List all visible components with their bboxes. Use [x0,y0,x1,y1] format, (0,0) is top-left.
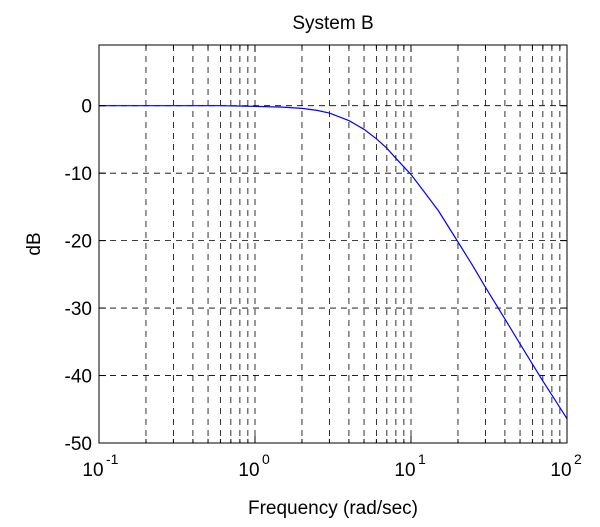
x-tick-label: 10 [550,460,571,481]
y-tick-label: 0 [81,97,92,118]
x-axis-label: Frequency (rad/sec) [248,498,418,519]
x-tick-exponent: 1 [418,451,426,467]
x-tick-exponent: 0 [262,451,270,467]
y-tick-label: -40 [65,367,92,388]
y-tick-label: -20 [65,232,92,253]
grid-lines [99,45,567,443]
plot-area-frame [98,44,568,444]
y-axis-ticks: 0 -10 -20 -30 -40 -50 [65,97,567,455]
x-tick-exponent: 2 [574,451,582,467]
x-tick-label: 10 [82,460,103,481]
chart-title: System B [292,13,373,34]
y-tick-label: -30 [65,299,92,320]
y-axis-label: dB [24,232,45,255]
x-tick-label: 10 [394,460,415,481]
x-tick-exponent: -1 [106,451,119,467]
y-tick-label: -10 [65,164,92,185]
x-tick-label: 10 [238,460,259,481]
series-line-1 [99,105,568,420]
y-tick-label: -50 [65,434,92,455]
